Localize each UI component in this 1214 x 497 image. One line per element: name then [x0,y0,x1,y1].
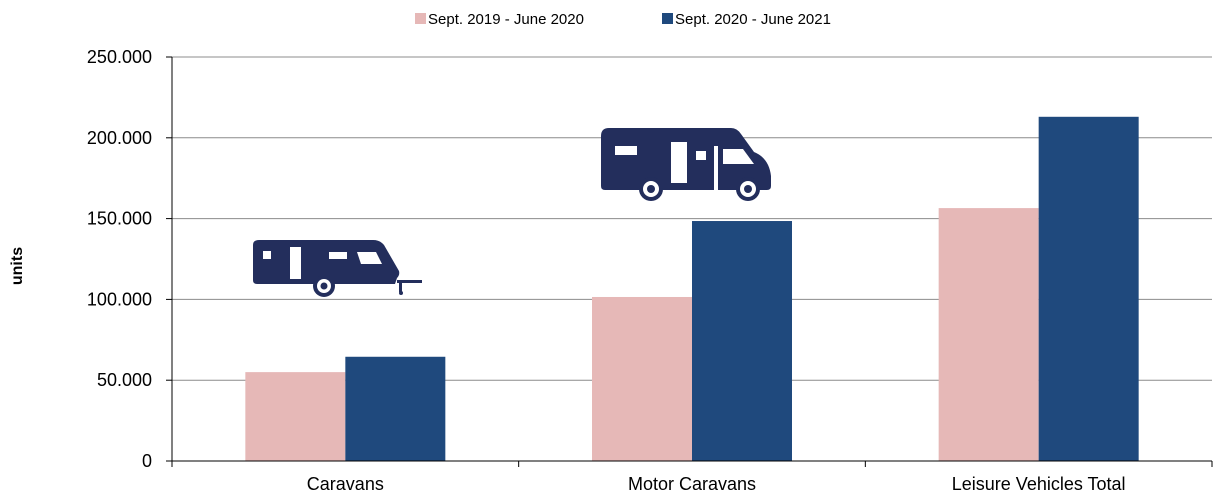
axes [171,57,1213,467]
bar-series-2-leisure-vehicles-total [1038,116,1139,462]
y-tick-label: 200.000 [87,128,152,148]
bars [245,116,1139,462]
category-label: Motor Caravans [628,474,756,494]
legend-label-series-1: Sept. 2019 - June 2020 [428,11,584,28]
y-tick-label: 0 [142,451,152,471]
legend-swatch-series-2 [662,13,673,24]
bar-series-2-caravans [345,356,446,461]
legend-swatch-series-1 [415,13,426,24]
motor-caravan-icon [601,128,771,201]
caravan-icon [253,240,422,297]
y-axis-title: units [9,247,26,285]
y-tick-labels: 0 50.000 100.000 150.000 200.000 250.000 [87,47,152,471]
bar-series-1-leisure-vehicles-total [938,208,1039,461]
y-tick-label: 100.000 [87,289,152,309]
category-label: Caravans [307,474,384,494]
category-labels: Caravans Motor Caravans Leisure Vehicles T… [307,474,1126,494]
category-label: Leisure Vehicles Total [952,474,1126,494]
legend: Sept. 2019 - June 2020 Sept. 2020 - June… [415,11,831,28]
bar-series-2-motor-caravans [692,221,792,461]
y-tick-label: 250.000 [87,47,152,67]
bar-series-1-caravans [245,372,346,461]
y-tick-label: 150.000 [87,209,152,229]
bar-series-1-motor-caravans [592,296,692,461]
y-tick-label: 50.000 [97,370,152,390]
legend-label-series-2: Sept. 2020 - June 2021 [675,11,831,28]
